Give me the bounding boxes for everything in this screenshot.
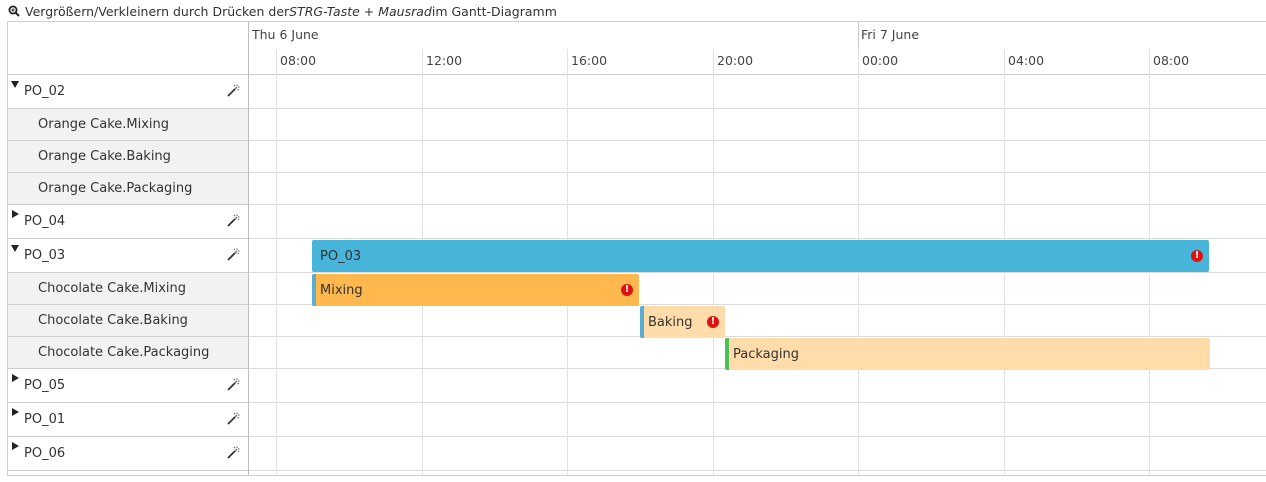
order-row[interactable]: PO_05 xyxy=(8,369,248,403)
order-label: PO_02 xyxy=(24,84,66,99)
task-row[interactable]: Chocolate Cake.Mixing xyxy=(8,273,248,305)
hour-label: 08:00 xyxy=(280,53,317,68)
order-row[interactable]: PO_01 xyxy=(8,403,248,437)
order-label: PO_01 xyxy=(24,412,66,427)
task-list: PO_02 Orange Cake.Mixing Orange Cake.Bakin… xyxy=(8,22,249,475)
bar-label: PO_03 xyxy=(320,248,362,264)
hint-prefix: Vergrößern/Verkleinern durch Drücken der xyxy=(25,3,290,19)
order-label: PO_06 xyxy=(24,446,66,461)
bar-label: Packaging xyxy=(733,346,799,362)
order-row[interactable]: PO_04 xyxy=(8,205,248,239)
task-row[interactable]: Orange Cake.Baking xyxy=(8,141,248,173)
magic-wand-icon[interactable] xyxy=(226,412,240,426)
row-divider xyxy=(249,304,1266,305)
row-divider xyxy=(249,204,1266,205)
row-divider xyxy=(249,238,1266,239)
warning-icon[interactable]: ! xyxy=(707,316,719,328)
hour-label: 00:00 xyxy=(862,53,899,68)
magic-wand-icon[interactable] xyxy=(226,378,240,392)
collapse-triangle-icon[interactable] xyxy=(10,243,20,253)
magic-wand-icon[interactable] xyxy=(226,214,240,228)
expand-triangle-icon[interactable] xyxy=(10,407,20,417)
task-list-header xyxy=(8,22,248,75)
expand-triangle-icon[interactable] xyxy=(10,209,20,219)
bar-edge-marker xyxy=(312,240,316,272)
task-label: Orange Cake.Baking xyxy=(38,149,171,164)
day-label: Thu 6 June xyxy=(252,27,319,42)
order-row[interactable]: PO_03 xyxy=(8,239,248,273)
hour-label: 12:00 xyxy=(426,53,463,68)
row-divider xyxy=(249,108,1266,109)
hint-suffix: im Gantt-Diagramm xyxy=(431,3,557,19)
row-divider xyxy=(249,436,1266,437)
expand-triangle-icon[interactable] xyxy=(10,373,20,383)
task-row[interactable]: Chocolate Cake.Baking xyxy=(8,305,248,337)
row-divider xyxy=(249,140,1266,141)
task-label: Chocolate Cake.Mixing xyxy=(38,281,187,296)
hour-label: 16:00 xyxy=(571,53,608,68)
gantt-bar-po-03[interactable]: PO_03! xyxy=(312,240,1209,272)
magic-wand-icon[interactable] xyxy=(226,446,240,460)
timeline-header: Thu 6 June Fri 7 June 08:00 12:00 16:00 20:00… xyxy=(249,22,1266,75)
row-divider xyxy=(249,470,1266,471)
task-label: Chocolate Cake.Packaging xyxy=(38,345,210,360)
task-row[interactable]: Orange Cake.Mixing xyxy=(8,109,248,141)
hour-label: 20:00 xyxy=(717,53,754,68)
zoom-icon xyxy=(8,5,20,17)
row-divider xyxy=(249,336,1266,337)
collapse-triangle-icon[interactable] xyxy=(10,79,20,89)
zoom-hint: Vergrößern/Verkleinern durch Drücken der… xyxy=(8,2,557,20)
gantt-chart[interactable]: PO_02 Orange Cake.Mixing Orange Cake.Bakin… xyxy=(7,21,1266,476)
day-label: Fri 7 June xyxy=(861,27,920,42)
warning-icon[interactable]: ! xyxy=(1191,250,1203,262)
order-label: PO_03 xyxy=(24,248,66,263)
order-row[interactable]: PO_06 xyxy=(8,437,248,471)
gantt-bar-packaging[interactable]: Packaging xyxy=(725,338,1210,370)
expand-triangle-icon[interactable] xyxy=(10,441,20,451)
hour-gridline xyxy=(276,49,277,475)
bar-label: Mixing xyxy=(320,282,363,298)
timeline-area[interactable]: Thu 6 June Fri 7 June 08:00 12:00 16:00 20:00… xyxy=(249,22,1266,475)
task-row[interactable]: Orange Cake.Packaging xyxy=(8,173,248,205)
bar-edge-marker xyxy=(725,338,729,370)
bar-label: Baking xyxy=(648,314,693,330)
gantt-bar-baking[interactable]: Baking! xyxy=(640,306,725,338)
hour-label: 04:00 xyxy=(1008,53,1045,68)
order-row[interactable]: PO_02 xyxy=(8,75,248,109)
row-divider xyxy=(249,402,1266,403)
row-divider xyxy=(249,172,1266,173)
magic-wand-icon[interactable] xyxy=(226,84,240,98)
bar-edge-marker xyxy=(312,274,316,306)
task-label: Orange Cake.Mixing xyxy=(38,117,170,132)
task-label: Chocolate Cake.Baking xyxy=(38,313,188,328)
bar-edge-marker xyxy=(640,306,644,338)
warning-icon[interactable]: ! xyxy=(621,284,633,296)
row-divider xyxy=(249,272,1266,273)
order-label: PO_04 xyxy=(24,214,66,229)
hour-label: 08:00 xyxy=(1153,53,1190,68)
gantt-bar-mixing[interactable]: Mixing! xyxy=(312,274,639,306)
hint-key: STRG-Taste + Mausrad xyxy=(289,3,432,19)
task-row[interactable]: Chocolate Cake.Packaging xyxy=(8,337,248,369)
magic-wand-icon[interactable] xyxy=(226,248,240,262)
order-label: PO_05 xyxy=(24,378,66,393)
task-label: Orange Cake.Packaging xyxy=(38,181,193,196)
